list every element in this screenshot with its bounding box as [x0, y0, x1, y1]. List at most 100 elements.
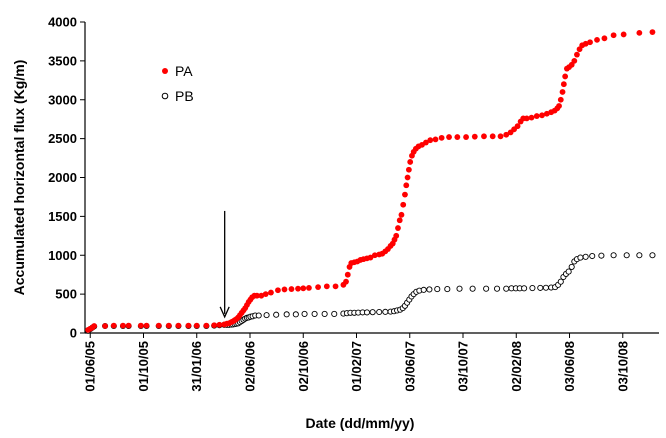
pb-data-point	[263, 312, 270, 319]
pb-data-point	[494, 285, 501, 292]
pa-data-point	[562, 73, 569, 80]
pb-data-point	[376, 308, 383, 316]
pb-data-point	[529, 285, 536, 292]
pa-data-point	[120, 322, 126, 329]
pa-data-point	[254, 292, 260, 299]
pa-data-point	[471, 133, 478, 140]
pa-data-point	[137, 322, 144, 329]
pb-data-point	[273, 311, 280, 318]
pa-data-point	[610, 32, 617, 39]
pa-data-point	[463, 134, 469, 140]
x-tick-label: 31/01/06	[189, 341, 204, 392]
pa-data-point	[300, 285, 307, 292]
pa-data-point	[268, 289, 274, 296]
pb-data-point	[311, 310, 318, 318]
arrow-annotation	[219, 210, 230, 319]
x-tick-label: 01/06/05	[83, 341, 98, 392]
pb-data-point	[363, 309, 371, 316]
arrow-head	[219, 306, 230, 319]
pb-data-point	[283, 311, 290, 318]
pa-data-point	[560, 81, 567, 88]
series-pb-points	[85, 252, 656, 334]
pb-data-point	[582, 253, 589, 260]
y-tick-label: 500	[55, 287, 77, 302]
pa-data-point	[125, 322, 132, 329]
pa-data-point	[91, 323, 98, 329]
pa-data-point	[582, 40, 589, 47]
legend-pb-marker	[161, 92, 169, 100]
pa-data-point	[649, 29, 656, 36]
pa-data-point	[175, 322, 182, 329]
x-tick-label: 02/10/06	[296, 341, 311, 392]
pa-data-point	[288, 286, 295, 292]
pb-data-point	[255, 312, 262, 319]
pb-data-point	[292, 311, 299, 318]
pa-data-point	[438, 134, 445, 141]
pb-data-point	[568, 263, 575, 270]
x-tick-label: 01/02/07	[349, 341, 364, 392]
pa-data-point	[528, 114, 535, 121]
pb-data-point	[382, 308, 389, 315]
pb-data-point	[649, 252, 656, 259]
pa-data-point	[594, 36, 600, 43]
pa-data-point	[306, 285, 312, 291]
y-tick-label: 1500	[48, 209, 77, 224]
pb-data-point	[444, 286, 451, 293]
pb-data-point	[331, 310, 338, 318]
pa-data-point	[574, 51, 580, 58]
pa-data-point	[489, 133, 496, 140]
y-axis-ticks: 0 500 1000 1500 2000 2500 3000 3500 4000	[48, 15, 85, 341]
pa-data-point	[557, 96, 564, 103]
pb-data-point	[434, 286, 441, 293]
pa-data-point	[423, 139, 429, 146]
pb-data-point	[369, 309, 376, 316]
pb-data-point	[426, 286, 433, 293]
pa-data-point	[523, 115, 530, 122]
x-axis-ticks: 01/06/05 01/10/05 31/01/06 02/06/06 02/10/06…	[83, 333, 630, 392]
pa-data-point	[481, 133, 487, 140]
pa-data-point	[405, 166, 412, 173]
pa-data-point	[155, 322, 162, 329]
pa-data-point	[143, 322, 150, 329]
y-tick-label: 4000	[48, 15, 77, 30]
pa-data-point	[503, 131, 510, 138]
pb-data-point	[483, 285, 490, 292]
pa-data-point	[514, 123, 521, 130]
legend-pb-label: PB	[175, 88, 194, 104]
y-tick-label: 3000	[48, 92, 77, 107]
y-tick-label: 3500	[48, 53, 77, 68]
pb-data-point	[456, 285, 463, 292]
pa-data-point	[203, 322, 210, 329]
pa-data-point	[110, 322, 117, 329]
pa-data-point	[323, 283, 330, 290]
pb-data-point	[623, 252, 630, 259]
pb-data-point	[557, 278, 564, 285]
pa-data-point	[332, 283, 339, 290]
pa-data-point	[211, 322, 218, 329]
pa-data-point	[165, 322, 172, 329]
pa-data-point	[281, 286, 288, 293]
y-tick-label: 1000	[48, 248, 77, 263]
pb-data-point	[636, 252, 643, 259]
pa-data-point	[427, 137, 434, 144]
pa-data-point	[343, 278, 349, 285]
pb-data-point	[542, 284, 549, 291]
pa-data-point	[102, 323, 108, 329]
pb-data-point	[469, 285, 476, 292]
pb-data-point	[321, 310, 328, 318]
x-tick-label: 03/06/07	[402, 341, 417, 392]
pa-data-point	[402, 191, 408, 198]
x-tick-label: 03/10/07	[456, 341, 471, 392]
pa-data-point	[403, 182, 410, 189]
pa-data-point	[533, 113, 540, 119]
y-axis-title: Accumulated horizontal flux (Kg/m)	[11, 60, 27, 296]
pa-data-point	[315, 284, 321, 291]
pb-data-point	[301, 310, 308, 318]
pa-data-point	[398, 211, 405, 218]
pa-data-point	[193, 322, 200, 329]
pa-data-point	[556, 103, 562, 109]
pa-data-point	[344, 271, 351, 278]
pb-data-point	[521, 285, 528, 292]
